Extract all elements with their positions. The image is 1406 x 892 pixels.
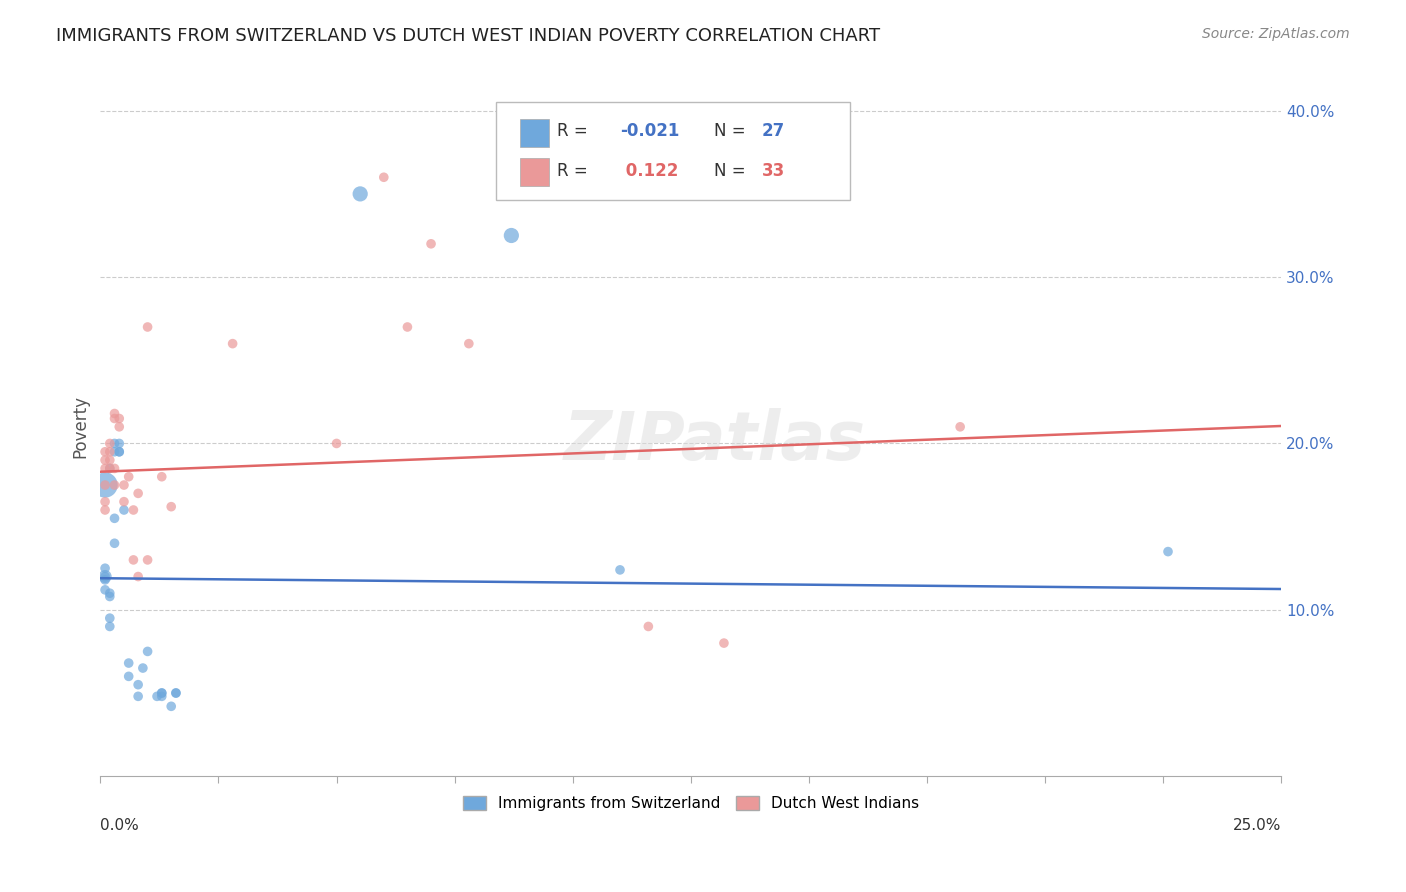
Text: IMMIGRANTS FROM SWITZERLAND VS DUTCH WEST INDIAN POVERTY CORRELATION CHART: IMMIGRANTS FROM SWITZERLAND VS DUTCH WES… xyxy=(56,27,880,45)
Point xyxy=(713,636,735,650)
Point xyxy=(108,411,131,425)
Point xyxy=(103,411,125,425)
Point xyxy=(150,469,173,483)
Point xyxy=(98,461,121,475)
Text: 0.122: 0.122 xyxy=(620,162,678,180)
Point xyxy=(103,444,125,458)
Point xyxy=(94,478,117,492)
Point xyxy=(108,444,131,458)
Point xyxy=(160,699,183,714)
Point xyxy=(103,536,125,550)
Point xyxy=(98,619,121,633)
Point xyxy=(150,686,173,700)
Point xyxy=(150,690,173,704)
Text: 33: 33 xyxy=(762,162,785,180)
Point xyxy=(94,569,117,583)
Point xyxy=(501,228,523,243)
Text: 25.0%: 25.0% xyxy=(1233,818,1281,833)
Point xyxy=(609,563,631,577)
Point xyxy=(94,503,117,517)
Point xyxy=(146,690,169,704)
Point xyxy=(94,461,117,475)
Point xyxy=(118,656,141,670)
Text: N =: N = xyxy=(714,122,751,140)
Point xyxy=(112,478,135,492)
Point xyxy=(637,619,659,633)
Text: N =: N = xyxy=(714,162,751,180)
Point xyxy=(1157,544,1180,558)
Point xyxy=(108,444,131,458)
Point xyxy=(949,419,972,434)
Point xyxy=(136,320,159,334)
Point xyxy=(94,561,117,575)
Point xyxy=(325,436,347,450)
Point xyxy=(150,686,173,700)
Text: 0.0%: 0.0% xyxy=(100,818,139,833)
Point xyxy=(127,569,149,583)
Point xyxy=(118,469,141,483)
Point xyxy=(103,436,125,450)
Point xyxy=(103,511,125,525)
Point xyxy=(98,453,121,467)
Point xyxy=(132,661,155,675)
Point xyxy=(122,553,145,567)
Point xyxy=(420,236,443,251)
Point xyxy=(108,419,131,434)
Point xyxy=(94,582,117,597)
Point xyxy=(94,444,117,458)
Point xyxy=(165,686,187,700)
Bar xyxy=(520,158,550,186)
Point xyxy=(165,686,187,700)
Point xyxy=(122,503,145,517)
FancyBboxPatch shape xyxy=(496,102,851,200)
Text: R =: R = xyxy=(557,162,593,180)
Point xyxy=(349,186,371,201)
Y-axis label: Poverty: Poverty xyxy=(72,395,89,458)
Point xyxy=(98,586,121,600)
Point xyxy=(221,336,243,351)
Text: 27: 27 xyxy=(762,122,785,140)
Text: Source: ZipAtlas.com: Source: ZipAtlas.com xyxy=(1202,27,1350,41)
Point xyxy=(112,503,135,517)
Legend: Immigrants from Switzerland, Dutch West Indians: Immigrants from Switzerland, Dutch West … xyxy=(457,790,925,817)
Text: ZIPatlas: ZIPatlas xyxy=(564,408,866,474)
Point xyxy=(373,170,395,185)
Point xyxy=(396,320,419,334)
Point xyxy=(112,494,135,508)
Point xyxy=(127,690,149,704)
Point xyxy=(108,436,131,450)
Point xyxy=(98,436,121,450)
Point xyxy=(136,644,159,658)
Point xyxy=(160,500,183,514)
Text: R =: R = xyxy=(557,122,593,140)
Point xyxy=(94,573,117,587)
Point xyxy=(136,553,159,567)
Point xyxy=(457,336,479,351)
Point xyxy=(127,486,149,500)
Point xyxy=(94,478,117,492)
Point xyxy=(118,669,141,683)
Point xyxy=(94,569,117,583)
Point xyxy=(103,407,125,421)
Point xyxy=(98,461,121,475)
Point xyxy=(103,461,125,475)
Point xyxy=(98,590,121,604)
Text: -0.021: -0.021 xyxy=(620,122,679,140)
Point xyxy=(94,453,117,467)
Point xyxy=(94,494,117,508)
Point xyxy=(98,611,121,625)
Bar xyxy=(520,120,550,147)
Point xyxy=(103,478,125,492)
Point xyxy=(127,678,149,692)
Point xyxy=(98,444,121,458)
